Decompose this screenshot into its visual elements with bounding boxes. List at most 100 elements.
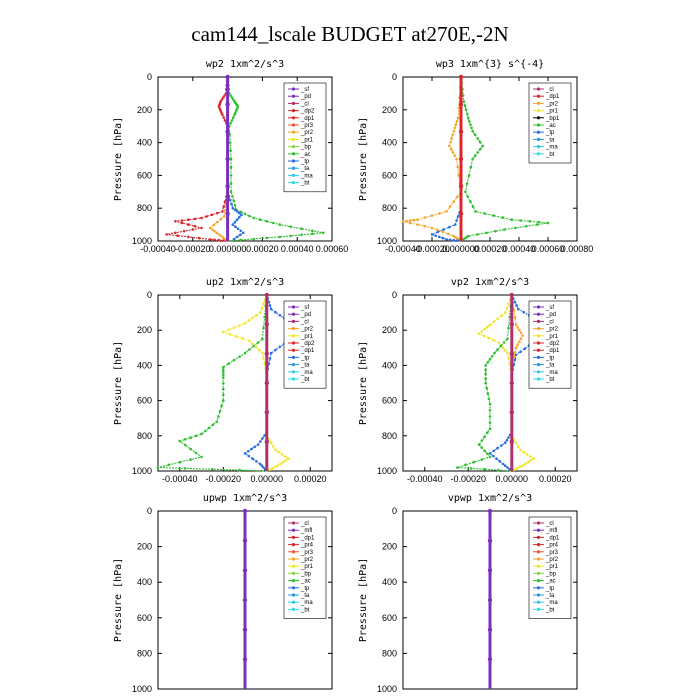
series-marker-pr2 bbox=[212, 223, 215, 227]
series-marker-dp1 bbox=[187, 223, 190, 226]
x-tick-label: -0.00040 bbox=[140, 244, 176, 254]
series-marker-ac bbox=[235, 109, 238, 112]
series-marker-ac bbox=[222, 371, 225, 374]
y-tick-label: 1000 bbox=[377, 466, 397, 476]
series-marker-cl bbox=[509, 351, 514, 356]
series-marker-mfl bbox=[487, 568, 493, 573]
legend-marker-cl bbox=[291, 101, 296, 105]
series-marker-pr2 bbox=[450, 137, 453, 140]
legend-marker-ta bbox=[536, 363, 541, 367]
legend-marker-dp1 bbox=[536, 348, 541, 352]
legend-marker-tp bbox=[536, 355, 541, 359]
series-marker-ac bbox=[262, 326, 265, 330]
series-marker-pr2 bbox=[219, 234, 223, 238]
series-marker-tp bbox=[442, 228, 445, 231]
y-tick-label: 400 bbox=[137, 577, 152, 587]
legend-marker-dp2 bbox=[291, 341, 296, 345]
series-marker-pr2 bbox=[222, 236, 225, 239]
legend-marker-pr3 bbox=[536, 550, 541, 554]
series-marker-pr1 bbox=[528, 455, 532, 458]
series-marker-ac bbox=[506, 337, 509, 341]
series-marker-ac bbox=[322, 231, 325, 235]
series-marker-ac bbox=[272, 221, 275, 225]
series-marker-dp1 bbox=[210, 213, 214, 217]
series-marker-pr2 bbox=[401, 220, 405, 223]
legend-label-pr1: _pr1 bbox=[300, 564, 314, 570]
series-marker-dp1 bbox=[222, 116, 225, 119]
series-marker-pr2 bbox=[513, 350, 517, 354]
series-marker-pr2 bbox=[456, 195, 459, 198]
series-marker-ac bbox=[228, 133, 232, 136]
series-marker-pr1 bbox=[262, 302, 265, 306]
y-axis-label: Pressure [hPa] bbox=[113, 558, 124, 642]
legend-marker-ac bbox=[536, 123, 541, 127]
series-marker-ac bbox=[234, 111, 237, 114]
series-marker-ac bbox=[211, 423, 215, 427]
series-marker-ac bbox=[189, 447, 192, 451]
legend-marker-cl bbox=[291, 319, 296, 323]
series-marker-pr2 bbox=[519, 331, 523, 335]
series-marker-pr1 bbox=[247, 319, 251, 322]
series-marker-pr1 bbox=[505, 306, 509, 310]
series-marker-pr1 bbox=[232, 326, 236, 329]
series-marker-pr1 bbox=[482, 334, 486, 338]
legend-marker-tp bbox=[291, 586, 296, 590]
series-marker-ac bbox=[488, 357, 492, 361]
series-marker-pr2 bbox=[222, 215, 226, 218]
series-marker-tp bbox=[250, 447, 253, 451]
legend-marker-ta bbox=[291, 363, 296, 367]
series-marker-ac bbox=[478, 147, 482, 151]
series-marker-ac bbox=[535, 223, 539, 226]
legend-marker-pr4 bbox=[536, 543, 541, 547]
series-marker-ac bbox=[464, 108, 468, 112]
legend-marker-cl bbox=[536, 87, 541, 91]
series-marker-dp1 bbox=[218, 107, 222, 110]
series-marker-ac bbox=[229, 182, 233, 185]
legend-label-dp1: _dp1 bbox=[300, 116, 315, 122]
legend-label-ma: _ma bbox=[300, 173, 313, 179]
series-marker-tp bbox=[235, 235, 239, 239]
panel-title: wp3 1xm^{3} s^{-4} bbox=[436, 59, 544, 70]
series-marker-mfl bbox=[242, 597, 248, 603]
y-tick-label: 200 bbox=[137, 325, 152, 335]
y-tick-label: 200 bbox=[137, 542, 152, 552]
series-marker-pr1 bbox=[284, 459, 288, 462]
legend-marker-dp1 bbox=[536, 535, 541, 540]
series-marker-pr1 bbox=[525, 453, 529, 456]
legend-label-cl: _cl bbox=[300, 521, 309, 527]
series-marker-pr1 bbox=[503, 349, 507, 352]
y-tick-label: 400 bbox=[137, 138, 152, 148]
y-tick-label: 800 bbox=[382, 431, 397, 441]
series-marker-ac bbox=[194, 451, 198, 455]
series-marker-ac bbox=[229, 94, 232, 97]
legend-label-pd: _pd bbox=[300, 94, 311, 100]
y-tick-label: 0 bbox=[392, 290, 397, 300]
series-marker-ac bbox=[207, 426, 211, 430]
series-marker-cl bbox=[264, 439, 269, 444]
series-marker-ac bbox=[488, 427, 492, 431]
y-tick-label: 0 bbox=[147, 290, 152, 300]
legend-marker-ma bbox=[291, 173, 296, 177]
series-marker-pr1 bbox=[235, 335, 238, 338]
series-marker-sf bbox=[225, 156, 230, 162]
panel-title: vp2 1xm^2/s^3 bbox=[451, 277, 529, 288]
x-tick-label: 0.00020 bbox=[246, 244, 279, 254]
series-marker-cl bbox=[264, 351, 269, 356]
legend-label-ac: _ac bbox=[300, 579, 311, 585]
legend-marker-bp1 bbox=[536, 116, 541, 120]
y-tick-label: 200 bbox=[137, 105, 152, 115]
series-marker-ac bbox=[501, 216, 505, 219]
legend-label-bt: _bt bbox=[300, 607, 310, 613]
series-marker-dp1 bbox=[458, 102, 464, 107]
legend-marker-bp bbox=[291, 571, 296, 576]
legend-marker-pr2 bbox=[291, 557, 296, 561]
series-marker-pr2 bbox=[445, 210, 448, 213]
series-marker-ac bbox=[546, 221, 550, 225]
series-marker-dp1 bbox=[208, 238, 212, 241]
series-line-ac bbox=[157, 294, 268, 472]
legend-marker-bt bbox=[536, 152, 541, 156]
series-marker-tp bbox=[523, 347, 527, 351]
series-marker-cl bbox=[509, 439, 514, 444]
series-marker-ac bbox=[473, 154, 477, 157]
legend-marker-pr4 bbox=[291, 543, 296, 547]
